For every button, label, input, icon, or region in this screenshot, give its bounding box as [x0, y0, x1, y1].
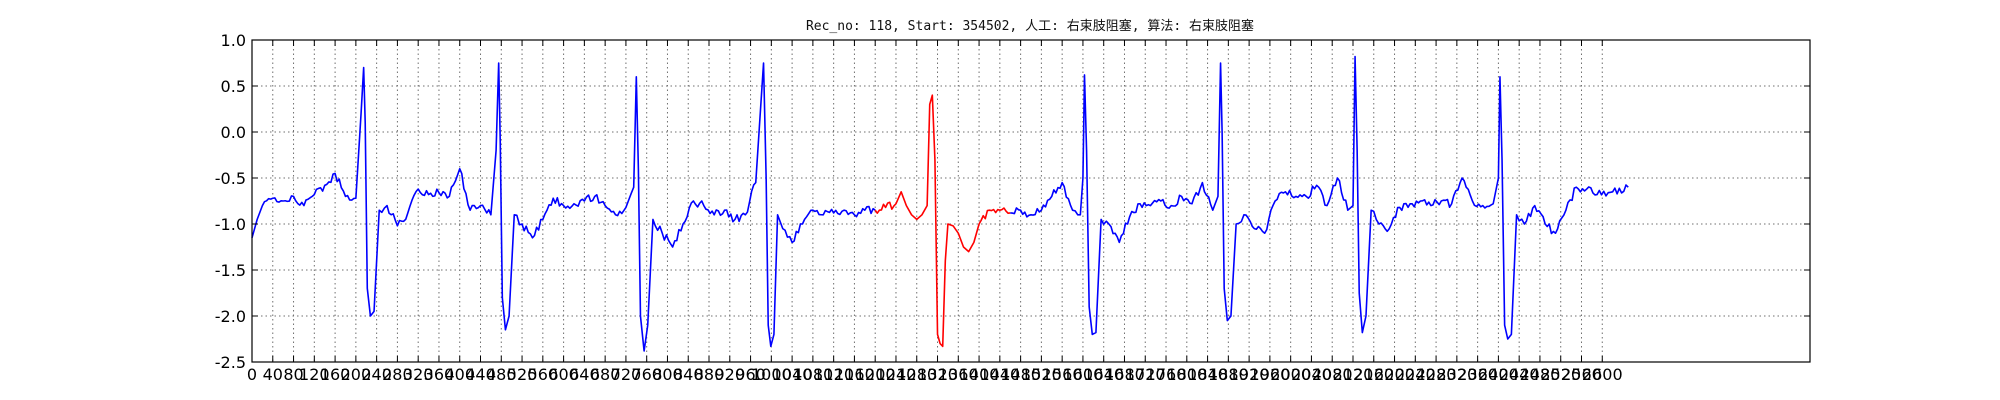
x-tick-label: 920	[715, 365, 746, 384]
x-tick-label: 200	[341, 365, 372, 384]
x-tick-label: 1880	[1208, 365, 1249, 384]
x-tick-label: 1640	[1083, 365, 1124, 384]
x-tick-label: 720	[611, 365, 642, 384]
x-tick-label: 400	[444, 365, 475, 384]
x-tick-label: 2040	[1291, 365, 1332, 384]
x-tick-label: 2160	[1353, 365, 1394, 384]
ecg-series-line	[874, 94, 1011, 348]
x-tick-label: 600	[548, 365, 579, 384]
y-axis: 1.0 0.5 0.0 -0.5 -1.0 -1.5 -2.0 -2.5	[215, 31, 1810, 372]
x-tick-label: 2280	[1416, 365, 1457, 384]
x-tick-label: 1760	[1146, 365, 1187, 384]
x-tick-label: 1160	[834, 365, 875, 384]
grid-lines	[251, 39, 1810, 363]
x-tick-label: 1120	[813, 365, 854, 384]
x-tick-label: 1800	[1166, 365, 1207, 384]
y-tick-label: 1.0	[221, 31, 246, 50]
x-tick-label: 2440	[1499, 365, 1540, 384]
x-tick-label: 2480	[1520, 365, 1561, 384]
x-tick-label: 1600	[1063, 365, 1104, 384]
x-tick-label: 840	[673, 365, 704, 384]
x-tick-label: 240	[361, 365, 392, 384]
x-tick-label: 40	[263, 365, 283, 384]
x-tick-label: 960	[735, 365, 766, 384]
x-tick-label: 1720	[1125, 365, 1166, 384]
x-tick-label: 1960	[1250, 365, 1291, 384]
x-tick-label: 880	[694, 365, 725, 384]
x-tick-label: 2520	[1540, 365, 1581, 384]
x-tick-label: 1400	[959, 365, 1000, 384]
x-tick-label: 1680	[1104, 365, 1145, 384]
x-tick-label: 1360	[938, 365, 979, 384]
x-tick-label: 1440	[979, 365, 1020, 384]
x-tick-label: 2600	[1582, 365, 1623, 384]
ecg-series-line	[251, 62, 876, 352]
x-tick-label: 2080	[1312, 365, 1353, 384]
x-tick-label: 640	[569, 365, 600, 384]
x-tick-label: 1000	[751, 365, 792, 384]
y-tick-label: 0.0	[221, 123, 246, 142]
y-tick-label: -2.5	[215, 353, 246, 372]
x-tick-label: 2320	[1436, 365, 1477, 384]
y-tick-label: -0.5	[215, 169, 246, 188]
y-tick-label: -2.0	[215, 307, 246, 326]
x-tick-label: 320	[403, 365, 434, 384]
plot-frame	[251, 39, 1811, 363]
x-tick-label: 0	[247, 365, 257, 384]
x-tick-label: 1200	[855, 365, 896, 384]
x-tick-label: 160	[320, 365, 351, 384]
x-tick-label: 1240	[876, 365, 917, 384]
y-tick-label: -1.5	[215, 261, 246, 280]
x-tick-label: 560	[528, 365, 559, 384]
x-tick-label: 120	[299, 365, 330, 384]
x-tick-label: 2560	[1561, 365, 1602, 384]
x-tick-label: 2200	[1374, 365, 1415, 384]
x-tick-label: 1080	[793, 365, 834, 384]
x-tick-label: 2360	[1457, 365, 1498, 384]
x-axis: 0 40 8012016020024028032036040044048052056…	[247, 40, 1623, 384]
x-tick-label: 2000	[1270, 365, 1311, 384]
x-tick-label: 2120	[1333, 365, 1374, 384]
y-tick-label: -1.0	[215, 215, 246, 234]
x-tick-label: 1560	[1042, 365, 1083, 384]
x-tick-label: 2240	[1395, 365, 1436, 384]
x-tick-label: 280	[382, 365, 413, 384]
x-tick-label: 1320	[917, 365, 958, 384]
x-tick-label: 760	[631, 365, 662, 384]
x-tick-label: 1840	[1187, 365, 1228, 384]
x-tick-label: 360	[424, 365, 455, 384]
chart-title: Rec_no: 118, Start: 354502, 人工: 右束肢阻塞, 算…	[806, 18, 1254, 34]
x-tick-label: 80	[283, 365, 303, 384]
x-tick-label: 1280	[896, 365, 937, 384]
x-tick-label: 520	[507, 365, 538, 384]
x-tick-label: 680	[590, 365, 621, 384]
x-tick-label: 800	[652, 365, 683, 384]
x-tick-label: 1040	[772, 365, 813, 384]
x-tick-label: 480	[486, 365, 517, 384]
x-tick-label: 1480	[1000, 365, 1041, 384]
x-tick-label: 1520	[1021, 365, 1062, 384]
ecg-series-line	[1010, 55, 1629, 340]
x-tick-label: 440	[465, 365, 496, 384]
x-tick-label: 1920	[1229, 365, 1270, 384]
x-tick-label: 2400	[1478, 365, 1519, 384]
plot-series	[251, 55, 1629, 352]
y-tick-label: 0.5	[221, 77, 246, 96]
